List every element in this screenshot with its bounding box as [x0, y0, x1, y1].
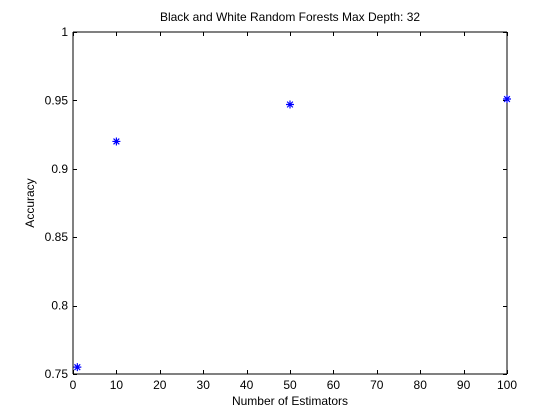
asterisk-marker [73, 363, 82, 372]
x-tick-label: 20 [153, 378, 167, 392]
x-tick-label: 90 [457, 378, 471, 392]
asterisk-marker [112, 137, 121, 146]
x-axis-title: Number of Estimators [232, 394, 348, 408]
data-point [503, 95, 511, 104]
ticks: 0 10 20 30 40 50 60 70 80 90 100 0.75 0.8 0.85 0.9 0.95… [45, 25, 518, 392]
y-tick-label: 1 [61, 25, 68, 39]
y-axis-title: Accuracy [23, 178, 37, 227]
x-tick-label: 70 [370, 378, 384, 392]
x-tick-label: 10 [110, 378, 124, 392]
y-tick-label: 0.8 [51, 299, 68, 313]
plot-background [73, 32, 507, 374]
x-tick-label: 30 [197, 378, 211, 392]
asterisk-marker [286, 100, 294, 109]
y-tick-label: 0.95 [45, 93, 69, 107]
x-tick-label: 50 [283, 378, 297, 392]
x-tick-label: 0 [70, 378, 77, 392]
data-point [112, 137, 121, 146]
y-tick-label: 0.9 [51, 162, 68, 176]
chart-title: Black and White Random Forests Max Depth… [160, 10, 420, 24]
y-tick-label: 0.85 [45, 230, 69, 244]
x-tick-label: 80 [414, 378, 428, 392]
x-tick-label: 100 [497, 378, 517, 392]
y-tick-label: 0.75 [45, 367, 69, 381]
x-tick-label: 60 [327, 378, 341, 392]
data-points [73, 95, 511, 372]
asterisk-marker [503, 95, 511, 104]
data-point [73, 363, 82, 372]
x-tick-label: 40 [240, 378, 254, 392]
data-point [286, 100, 294, 109]
